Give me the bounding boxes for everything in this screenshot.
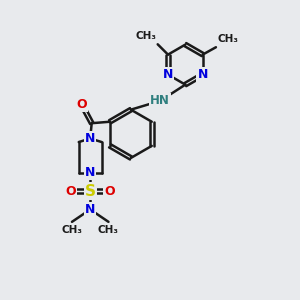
Text: N: N	[85, 132, 95, 145]
Text: N: N	[197, 68, 208, 81]
Text: N: N	[163, 68, 173, 81]
Text: CH₃: CH₃	[218, 34, 239, 44]
Text: O: O	[104, 185, 115, 198]
Text: CH₃: CH₃	[98, 225, 119, 236]
Text: O: O	[77, 98, 87, 111]
Text: CH₃: CH₃	[61, 225, 82, 236]
Text: S: S	[85, 184, 96, 199]
Text: N: N	[85, 167, 95, 179]
Text: HN: HN	[150, 94, 170, 107]
Text: CH₃: CH₃	[135, 31, 156, 41]
Text: O: O	[65, 185, 76, 198]
Text: N: N	[85, 203, 95, 216]
